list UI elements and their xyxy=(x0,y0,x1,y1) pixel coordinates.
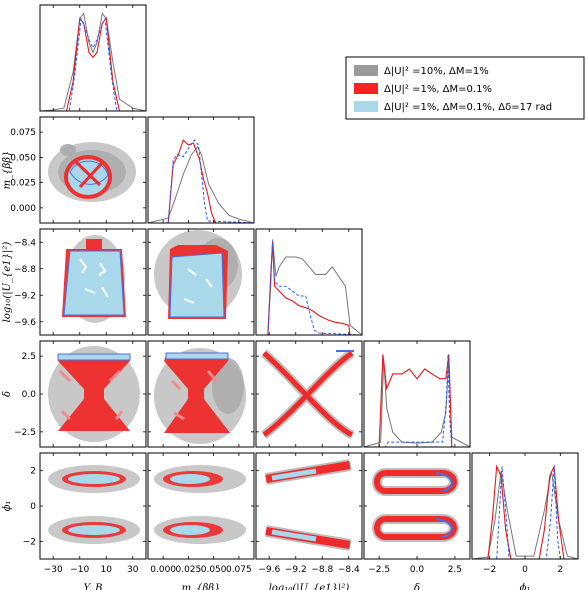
marginal-line-1-series-1 xyxy=(148,139,254,223)
marginal-line-0-series-1 xyxy=(40,17,146,111)
panel-frame-2-0 xyxy=(39,228,147,336)
joint-density-4-3 xyxy=(372,468,459,542)
marginal-0 xyxy=(40,12,146,111)
x-tick-label-0: −30 xyxy=(44,565,63,575)
legend-label-0: Δ|U|² =10%, ΔM=1% xyxy=(384,66,489,77)
x-axis-label-0: Y_B xyxy=(84,583,103,590)
joint-density-3-1 xyxy=(154,348,246,444)
marginal-line-0-series-2 xyxy=(40,18,146,111)
legend-swatch-2 xyxy=(354,101,378,112)
legend-swatch-1 xyxy=(354,83,378,94)
y-tick-label-2: −9.6 xyxy=(14,318,36,328)
marginal-3 xyxy=(364,354,470,447)
legend-swatch-0 xyxy=(354,65,378,76)
y-tick-label-2: −8.4 xyxy=(14,238,36,248)
x-tick-label-4: 0 xyxy=(522,565,528,575)
y-axis-label-3: δ xyxy=(2,391,13,397)
y-tick-label-1: 0.025 xyxy=(10,179,36,189)
legend-box: Δ|U|² =10%, ΔM=1% Δ|U|² =1%, ΔM=0.1% Δ|U|²… xyxy=(345,56,585,120)
joint-density-2-1 xyxy=(154,230,242,319)
y-tick-label-3: 0.0 xyxy=(22,390,37,400)
x-tick-label-4: 2 xyxy=(557,565,563,575)
y-tick-label-3: −2.5 xyxy=(14,428,36,438)
y-tick-label-4: 2 xyxy=(30,467,36,477)
y-axis-label-1: m_{ββ} xyxy=(2,151,13,190)
y-axis-label-4: ϕ₁ xyxy=(2,501,13,512)
joint-density-2-0 xyxy=(62,235,126,323)
panel-frame-1-0 xyxy=(39,116,147,224)
marginal-line-4-series-2 xyxy=(472,466,578,559)
x-tick-label-3: 0.0 xyxy=(410,565,425,575)
marginal-line-3-series-1 xyxy=(364,354,470,447)
x-tick-label-2: −8.8 xyxy=(311,565,333,575)
x-tick-label-0: −10 xyxy=(70,565,89,575)
x-axis-label-1: m_{ββ} xyxy=(182,583,221,590)
panel-frame-2-1 xyxy=(147,228,255,336)
marginal-line-2-series-2 xyxy=(256,242,362,335)
y-tick-label-4: −2 xyxy=(23,537,36,547)
legend-label-2: Δ|U|² =1%, ΔM=0.1%, Δδ=17 rad xyxy=(384,102,552,113)
panel-frame-0-0 xyxy=(39,4,147,112)
x-axis-label-2: log₁₀(|U_{e1}|²) xyxy=(269,583,350,590)
y-axis-label-2: log₁₀(|U_{e1}|²) xyxy=(2,242,13,323)
joint-density-3-0 xyxy=(48,346,140,442)
y-tick-label-1: 0.075 xyxy=(10,128,36,138)
marginal-line-1-series-2 xyxy=(148,139,254,223)
y-tick-label-4: 0 xyxy=(30,502,36,512)
y-tick-label-1: 0.050 xyxy=(10,153,36,163)
x-tick-label-2: −9.6 xyxy=(258,565,280,575)
y-tick-label-2: −8.8 xyxy=(14,265,36,275)
marginal-1 xyxy=(148,139,254,223)
x-tick-label-0: 30 xyxy=(127,565,139,575)
joint-density-4-0 xyxy=(48,465,140,544)
marginal-2 xyxy=(256,239,362,335)
x-axis-label-4: ϕ₁ xyxy=(520,583,531,590)
x-tick-label-0: 10 xyxy=(101,565,113,575)
legend-label-1: Δ|U|² =1%, ΔM=0.1% xyxy=(384,84,492,95)
marginal-line-1-series-0 xyxy=(148,145,254,223)
joint-density-4-2 xyxy=(265,459,351,551)
marginal-line-4-series-1 xyxy=(472,464,578,559)
x-tick-label-3: 2.5 xyxy=(448,565,462,575)
x-axis-label-3: δ xyxy=(414,583,420,590)
x-tick-label-1: 0.025 xyxy=(175,565,201,575)
x-tick-label-1: 0.075 xyxy=(226,565,252,575)
legend-frame xyxy=(345,56,585,120)
panel-frame-1-1 xyxy=(147,116,255,224)
x-tick-label-3: −2.5 xyxy=(368,565,390,575)
joint-density-4-1 xyxy=(154,465,246,544)
x-tick-label-2: −9.2 xyxy=(285,565,307,575)
y-tick-label-1: 0.000 xyxy=(10,204,36,214)
x-tick-label-2: −8.4 xyxy=(338,565,360,575)
joint-density-3-2 xyxy=(261,349,355,439)
panel-frame-2-2 xyxy=(255,228,363,336)
marginal-line-3-series-2 xyxy=(364,354,470,447)
x-tick-label-1: 0.050 xyxy=(201,565,227,575)
joint-density-1-0 xyxy=(48,142,136,202)
marginal-line-0-series-0 xyxy=(40,12,146,111)
x-tick-label-4: −2 xyxy=(483,565,496,575)
y-tick-label-3: 2.5 xyxy=(22,352,36,362)
y-tick-label-2: −9.2 xyxy=(14,291,36,301)
x-tick-label-1: 0.000 xyxy=(150,565,176,575)
marginal-4 xyxy=(472,464,578,559)
